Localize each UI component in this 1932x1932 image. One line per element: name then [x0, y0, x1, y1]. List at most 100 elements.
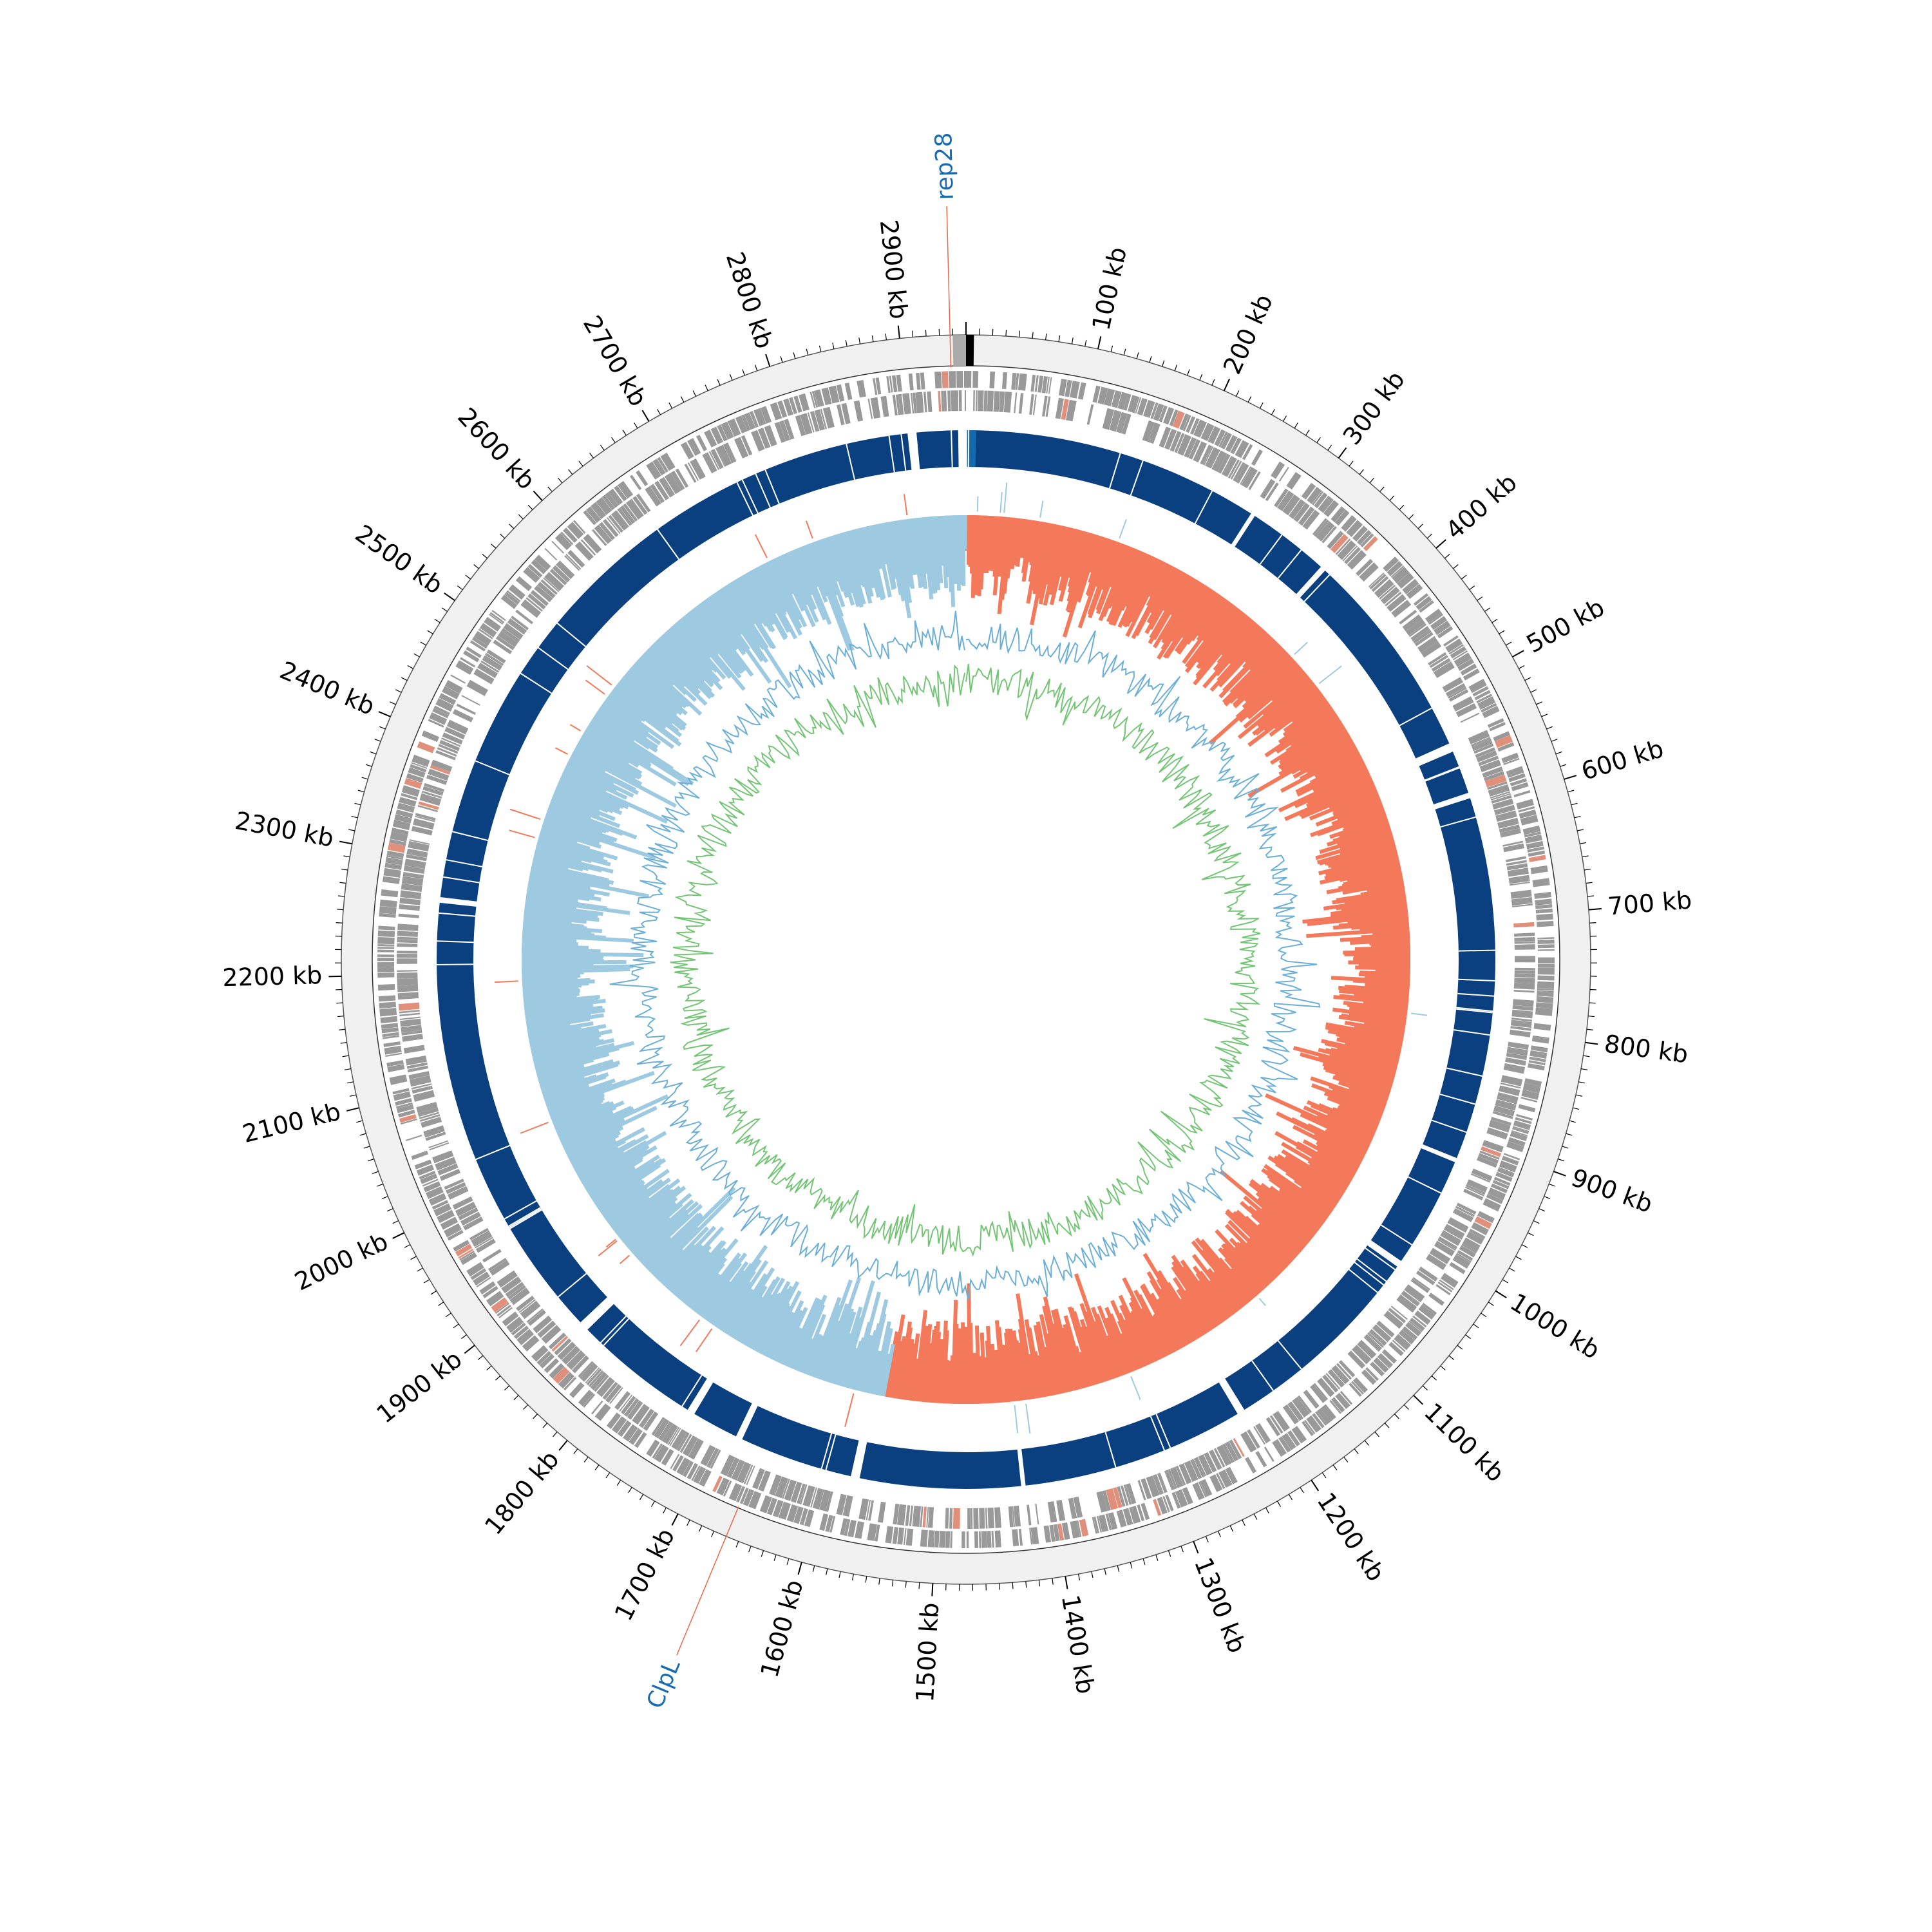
- gene-feature: [501, 1276, 522, 1294]
- gene-feature: [478, 628, 493, 639]
- gene-feature: [1531, 1036, 1549, 1044]
- minor-tick: [374, 739, 381, 742]
- gene-feature: [606, 517, 621, 535]
- gene-feature: [679, 1434, 692, 1453]
- gene-feature: [558, 1372, 574, 1389]
- gene-feature: [522, 1335, 540, 1352]
- gene-feature: [431, 759, 453, 772]
- gene-feature: [471, 636, 488, 649]
- gene-feature: [970, 1508, 973, 1529]
- gene-feature: [667, 1426, 680, 1445]
- gene-feature: [1416, 596, 1432, 611]
- gene-feature: [379, 1001, 397, 1009]
- gene-feature: [1230, 460, 1242, 480]
- gene-feature: [401, 1025, 422, 1033]
- gc-content-track: [609, 611, 1321, 1300]
- gene-feature: [836, 1493, 847, 1515]
- gene-feature: [1481, 1146, 1502, 1157]
- major-tick: [392, 1232, 405, 1239]
- minor-tick: [381, 1196, 388, 1199]
- gene-feature: [1066, 399, 1077, 422]
- gene-feature: [1041, 376, 1048, 393]
- gene-feature: [428, 1193, 447, 1206]
- minor-tick: [589, 452, 594, 459]
- gene-feature: [1274, 488, 1289, 507]
- gene-feature: [1437, 1238, 1456, 1251]
- gene-feature: [1061, 399, 1069, 421]
- scale-tick-label: 1100 kb: [1419, 1397, 1510, 1488]
- scale-tick-label: 600 kb: [1578, 734, 1667, 786]
- gene-feature: [1489, 722, 1506, 732]
- gene-feature: [1460, 712, 1480, 723]
- gene-feature: [770, 402, 782, 421]
- gene-feature: [682, 1435, 698, 1457]
- gene-feature: [1331, 506, 1346, 523]
- gene-feature: [440, 1217, 459, 1230]
- gene-feature: [377, 984, 395, 991]
- gene-feature: [377, 949, 395, 952]
- gene-feature: [1511, 904, 1533, 907]
- gene-feature: [1516, 799, 1534, 810]
- gene-feature: [1169, 409, 1179, 426]
- gene-feature: [1330, 534, 1349, 553]
- gene-feature: [1410, 1317, 1425, 1331]
- gene-feature: [1116, 1510, 1127, 1528]
- gene-feature: [1316, 1408, 1331, 1425]
- gene-feature: [991, 1530, 994, 1548]
- gene-feature: [1030, 374, 1036, 392]
- gene-feature: [1286, 471, 1302, 490]
- minor-tick: [851, 1574, 854, 1581]
- gene-feature: [961, 1531, 965, 1548]
- minor-tick: [812, 1565, 815, 1572]
- scale-tick-label: 1700 kb: [609, 1524, 680, 1625]
- gene-feature: [1534, 891, 1551, 899]
- gene-feature: [444, 679, 463, 694]
- minor-tick: [1574, 815, 1581, 819]
- minor-tick: [605, 1472, 611, 1479]
- minor-tick: [1583, 1055, 1590, 1057]
- minor-tick: [1294, 422, 1298, 429]
- minor-tick: [1488, 1302, 1494, 1306]
- minor-tick: [1484, 607, 1491, 612]
- gene-feature: [983, 390, 988, 412]
- collinear-separator: [820, 1433, 833, 1470]
- gene-feature: [1190, 1459, 1202, 1479]
- gene-feature: [1537, 940, 1555, 944]
- gene-feature: [439, 1169, 460, 1181]
- gene-feature: [910, 392, 914, 414]
- gene-feature: [416, 1164, 435, 1176]
- gene-feature: [1452, 650, 1468, 661]
- gene-feature: [460, 1252, 477, 1265]
- major-tick: [931, 1583, 934, 1596]
- gene-feature: [757, 428, 771, 449]
- gene-feature: [636, 470, 649, 486]
- gene-feature: [1113, 1487, 1122, 1508]
- gene-feature: [1335, 538, 1351, 555]
- gene-feature: [1205, 447, 1220, 469]
- gene-feature: [523, 567, 540, 583]
- gene-feature: [799, 1484, 808, 1505]
- gene-feature: [1198, 1481, 1207, 1498]
- gene-feature: [617, 507, 632, 526]
- gene-feature: [377, 972, 395, 978]
- gene-feature: [1193, 419, 1207, 438]
- gene-feature: [1360, 533, 1374, 547]
- minor-tick: [1546, 726, 1553, 730]
- gene-feature: [397, 923, 419, 931]
- collinear-separator: [1104, 1432, 1117, 1468]
- gene-feature: [565, 554, 582, 570]
- gene-feature: [554, 1338, 572, 1356]
- gene-feature: [1490, 1183, 1508, 1193]
- gene-feature: [397, 953, 418, 958]
- gene-feature: [569, 1382, 585, 1398]
- gene-feature: [1265, 482, 1279, 502]
- gene-feature: [1532, 878, 1550, 887]
- gene-feature: [420, 1173, 438, 1184]
- gene-feature: [527, 1309, 546, 1326]
- gene-feature: [377, 954, 395, 957]
- minor-tick: [1205, 1536, 1209, 1543]
- gene-feature: [1527, 846, 1544, 853]
- minor-tick: [717, 379, 721, 386]
- gene-feature: [1208, 426, 1221, 444]
- gene-feature: [1493, 731, 1510, 742]
